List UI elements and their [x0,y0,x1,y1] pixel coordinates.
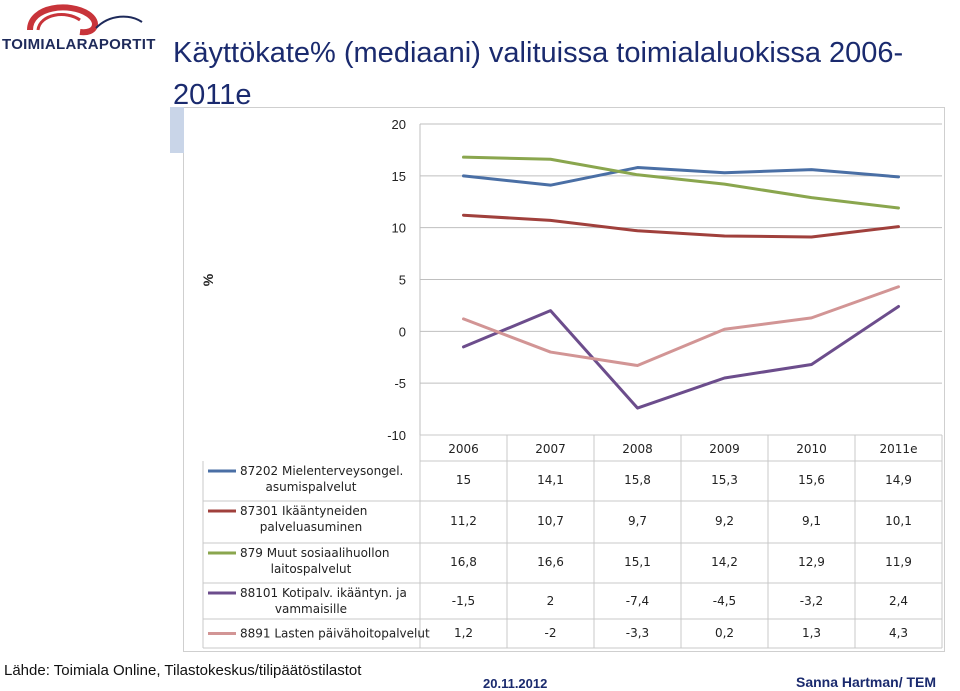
data-label: -3,3 [626,626,649,640]
legend-label: 8891 Lasten päivähoitopalvelut [240,627,430,641]
y-tick-label: -10 [387,428,406,443]
data-label: 15,6 [798,473,825,487]
chart-lines [462,155,900,410]
decorative-band [170,107,184,153]
x-tick-label: 2006 [448,442,479,456]
y-axis: 20 15 10 5 0 -5 -10 [387,117,406,443]
series-line-2 [462,213,900,239]
legend: 87202 Mielenterveysongel. asumispalvelut 8… [208,464,430,641]
data-label: 2,4 [889,594,908,608]
data-label: 10,7 [537,514,564,528]
data-label: -3,2 [800,594,823,608]
data-label: 15,1 [624,555,651,569]
x-tick-label: 2011e [880,442,918,456]
y-tick-label: 5 [399,273,406,288]
data-label: 14,9 [885,473,912,487]
data-label: 2 [547,594,555,608]
y-tick-label: 20 [392,117,406,132]
data-label: 15,3 [711,473,738,487]
logo: TOIMIALARAPORTIT [0,0,160,60]
data-table: 2006 2007 2008 2009 2010 2011e 15 14,1 15,8 15,3 1… [202,434,943,649]
data-label: 14,1 [537,473,564,487]
data-label: -2 [545,626,557,640]
logo-swoosh-icon [27,4,143,36]
legend-label: vammaisille [275,602,347,616]
y-tick-label: -5 [394,376,406,391]
data-label: 11,2 [450,514,477,528]
series-line-5 [462,285,900,368]
page-title: Käyttökate% (mediaani) valituissa toimia… [173,37,904,111]
data-label: -4,5 [713,594,736,608]
data-label: 11,9 [885,555,912,569]
x-tick-label: 2008 [622,442,653,456]
legend-label: 88101 Kotipalv. ikääntyn. ja [240,586,407,600]
y-tick-label: 0 [399,324,406,339]
legend-label: 879 Muut sosiaalihuollon [240,546,390,560]
data-label: 9,2 [715,514,734,528]
data-label: 16,6 [537,555,564,569]
data-label: 15,8 [624,473,651,487]
data-label: 9,1 [802,514,821,528]
data-label: 14,2 [711,555,738,569]
x-tick-label: 2007 [535,442,566,456]
legend-label: 87202 Mielenterveysongel. [240,464,403,478]
series-line-4 [462,304,900,410]
legend-label: laitospalvelut [271,562,352,576]
legend-label: palveluasuminen [260,520,363,534]
data-label: 12,9 [798,555,825,569]
legend-label: asumispalvelut [266,480,357,494]
source-text: Lähde: Toimiala Online, Tilastokeskus/ti… [4,662,362,679]
data-label: -1,5 [452,594,475,608]
y-tick-label: 15 [392,169,406,184]
data-label: 9,7 [628,514,647,528]
y-tick-label: 10 [392,221,406,236]
chart-grid [419,123,942,435]
series-line-1 [462,166,900,187]
date-text: 20.11.2012 [483,676,548,691]
data-label: 16,8 [450,555,477,569]
x-tick-label: 2009 [709,442,740,456]
data-label: 0,2 [715,626,734,640]
data-label: -7,4 [626,594,649,608]
author-text: Sanna Hartman/ TEM [796,674,937,690]
data-label: 15 [456,473,471,487]
data-label: 4,3 [889,626,908,640]
data-label: 1,3 [802,626,821,640]
series-line-3 [462,155,900,210]
data-label: 10,1 [885,514,912,528]
legend-label: 87301 Ikääntyneiden [240,504,367,518]
x-tick-label: 2010 [796,442,827,456]
data-label: 1,2 [454,626,473,640]
logo-text: TOIMIALARAPORTIT [2,36,156,53]
y-axis-label: % [200,273,216,286]
